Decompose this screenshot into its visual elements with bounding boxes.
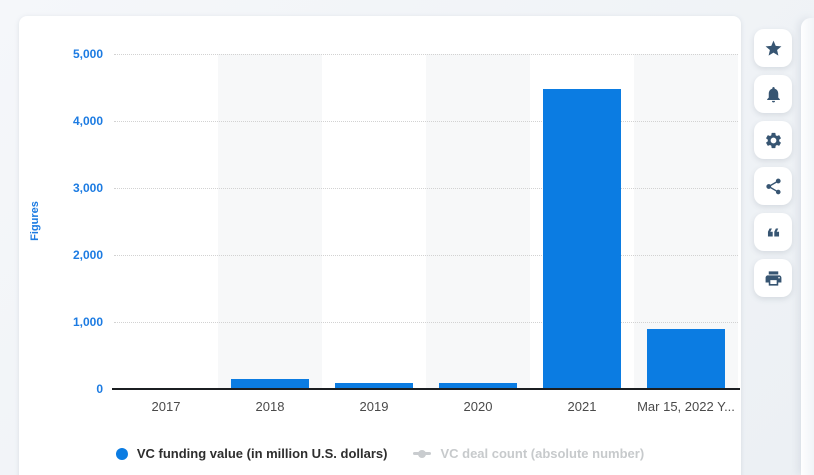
bar-2022-ytd[interactable] [647,329,725,389]
bar-2021[interactable] [543,89,621,389]
x-label-2022-ytd: Mar 15, 2022 Y... [637,399,735,414]
bar-2018[interactable] [231,379,309,389]
plot-band [114,54,218,389]
legend-item-deal-count[interactable]: VC deal count (absolute number) [413,446,644,461]
legend-label: VC deal count (absolute number) [440,446,645,461]
gridline [114,322,738,323]
plot-band [322,54,426,389]
bar-2019[interactable] [335,383,413,389]
share-icon [765,178,781,194]
y-tick: 1,000 [72,315,103,329]
gridline [114,255,738,256]
bell-icon [766,86,780,102]
y-tick: 0 [96,382,103,396]
bar-2020[interactable] [439,383,517,389]
gear-icon [765,132,781,148]
plot-band [218,54,322,389]
share-button[interactable] [754,167,792,205]
gridline [114,121,738,122]
legend-line-marker-icon [413,449,432,458]
x-label-2021: 2021 [567,399,597,414]
x-label-2018: 2018 [255,399,285,414]
y-tick: 2,000 [72,248,103,262]
y-tick: 4,000 [72,114,103,128]
x-label-2017: 2017 [151,399,181,414]
action-toolbar [754,29,792,297]
star-icon [765,40,781,56]
y-tick: 3,000 [72,181,103,195]
notification-button[interactable] [754,75,792,113]
legend: VC funding value (in million U.S. dollar… [19,446,741,461]
y-tick: 5,000 [72,47,103,61]
legend-label: VC funding value (in million U.S. dollar… [136,446,388,461]
cite-button[interactable] [754,213,792,251]
right-edge-panel [801,18,814,475]
quote-icon [767,228,779,236]
x-label-2019: 2019 [359,399,389,414]
legend-circle-marker-icon [115,447,128,460]
plot-area [114,54,738,389]
print-button[interactable] [754,259,792,297]
x-axis-line [112,388,740,390]
gridline [114,188,738,189]
settings-button[interactable] [754,121,792,159]
plot-band [426,54,530,389]
chart-card: 5,000 4,000 3,000 2,000 1,000 0 Figures … [19,16,741,475]
gridline [114,54,738,55]
x-label-2020: 2020 [463,399,493,414]
legend-item-funding-value[interactable]: VC funding value (in million U.S. dollar… [115,446,388,461]
printer-icon [765,270,781,286]
favorite-button[interactable] [754,29,792,67]
